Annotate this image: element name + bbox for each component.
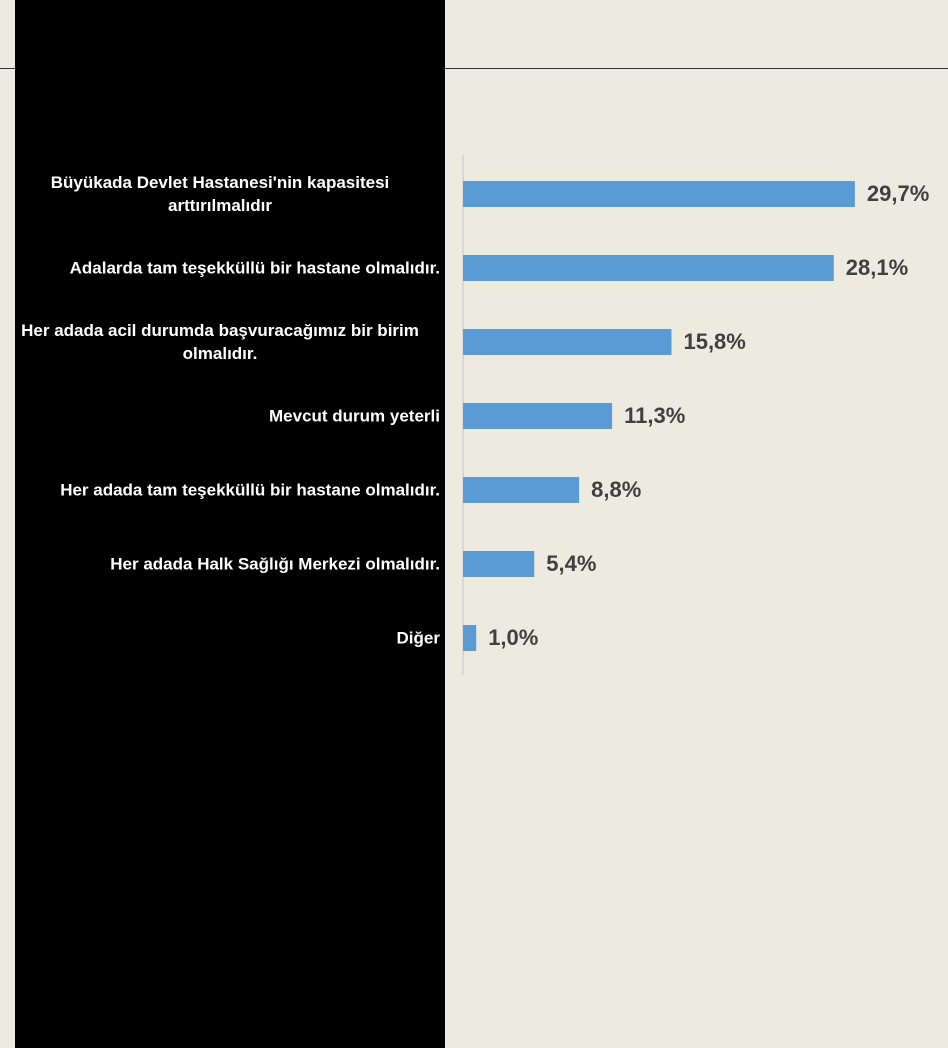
category-label: Mevcut durum yeterli bbox=[269, 406, 440, 426]
bar bbox=[463, 255, 834, 281]
category-label: Adalarda tam teşekküllü bir hastane olma… bbox=[69, 258, 440, 278]
value-label: 15,8% bbox=[683, 329, 745, 354]
label-panel bbox=[15, 0, 445, 1048]
value-label: 29,7% bbox=[867, 181, 929, 206]
category-label: Her adada acil durumda başvuracağımız bi… bbox=[21, 321, 419, 363]
bar bbox=[463, 181, 855, 207]
bar bbox=[463, 477, 580, 503]
value-label: 11,3% bbox=[624, 403, 685, 428]
divider bbox=[445, 68, 948, 69]
bar bbox=[463, 625, 477, 651]
category-label: Her adada tam teşekküllü bir hastane olm… bbox=[60, 480, 440, 500]
bar bbox=[463, 551, 535, 577]
value-label: 5,4% bbox=[546, 551, 596, 576]
category-label: Diğer bbox=[396, 628, 440, 648]
divider bbox=[0, 68, 15, 69]
value-label: 28,1% bbox=[846, 255, 908, 280]
category-label: Her adada Halk Sağlığı Merkezi olmalıdır… bbox=[110, 554, 440, 574]
bar bbox=[463, 329, 672, 355]
bar bbox=[463, 403, 613, 429]
value-label: 1,0% bbox=[488, 625, 538, 650]
category-label: Büyükada Devlet Hastanesi'nin kapasitesi… bbox=[50, 173, 390, 215]
value-label: 8,8% bbox=[591, 477, 641, 502]
